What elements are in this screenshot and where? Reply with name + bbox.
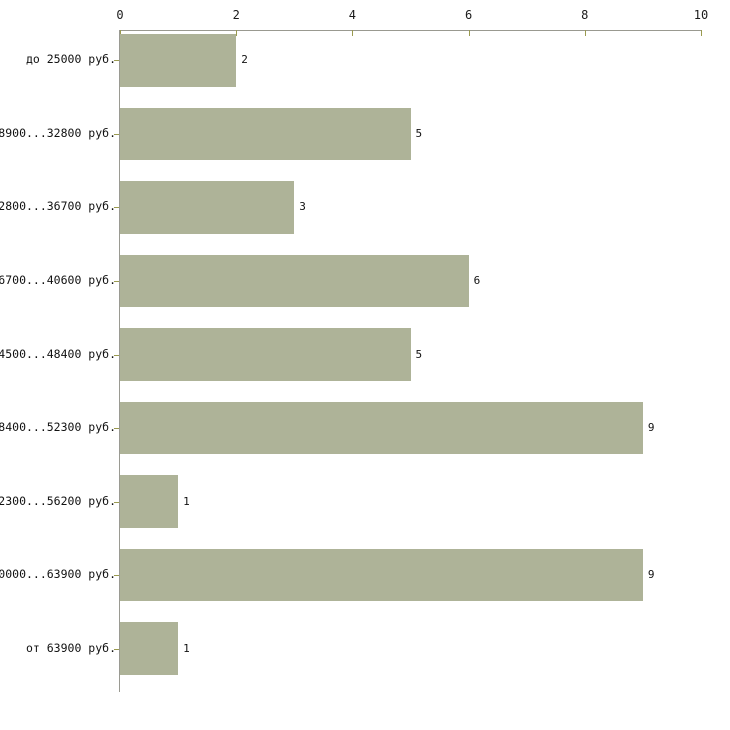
- bar-value-label: 1: [183, 494, 190, 508]
- x-tick-label: 4: [348, 8, 357, 22]
- bar: [120, 34, 237, 87]
- bar: [120, 475, 179, 528]
- x-tick: [701, 30, 702, 36]
- x-tick-label: 6: [464, 8, 473, 22]
- bar-value-label: 3: [299, 200, 306, 214]
- bar-value-label: 9: [647, 421, 655, 435]
- y-tick: [114, 60, 119, 61]
- bar-value-label: 2: [241, 53, 248, 67]
- x-tick: [120, 30, 121, 36]
- y-axis-category-label: 60000...63900 руб.: [0, 567, 116, 582]
- bar: [120, 401, 643, 455]
- y-axis-category-label: 52300...56200 руб.: [0, 493, 116, 508]
- y-axis-category-label: 28900...32800 руб.: [0, 125, 116, 140]
- x-tick-label: 0: [116, 8, 124, 22]
- y-tick: [114, 575, 119, 576]
- bar-value-label: 5: [415, 126, 423, 140]
- bar: [120, 548, 643, 602]
- x-tick-label: 8: [581, 8, 589, 22]
- bar: [120, 181, 295, 234]
- y-axis-category-label: до 25000 руб.: [25, 52, 116, 67]
- y-tick: [114, 355, 119, 356]
- x-axis-line: [120, 30, 701, 31]
- y-tick: [114, 281, 119, 282]
- bar-value-label: 1: [183, 641, 190, 655]
- y-axis-category-label: 32800...36700 руб.: [0, 199, 116, 214]
- x-tick: [468, 30, 470, 36]
- x-tick: [352, 30, 354, 36]
- y-axis-category-label: 48400...52300 руб.: [0, 420, 116, 435]
- y-tick: [114, 207, 119, 208]
- y-axis-category-label: от 63900 руб.: [25, 640, 116, 655]
- x-tick: [236, 30, 238, 36]
- y-tick: [114, 428, 119, 429]
- bar: [120, 622, 179, 675]
- x-tick-label: 2: [232, 8, 240, 22]
- bar-value-label: 9: [647, 568, 655, 582]
- bar: [120, 254, 469, 308]
- bar-value-label: 5: [415, 347, 423, 361]
- y-axis-line: [119, 30, 120, 692]
- y-tick: [114, 649, 119, 650]
- y-axis-category-label: 44500...48400 руб.: [0, 346, 116, 361]
- y-axis-category-label: 36700...40600 руб.: [0, 272, 116, 287]
- bar: [120, 328, 411, 381]
- y-tick: [114, 502, 119, 503]
- bar: [120, 107, 411, 161]
- x-tick: [584, 30, 586, 36]
- bar-value-label: 6: [473, 273, 481, 287]
- y-tick: [114, 134, 119, 135]
- x-tick-label: 10: [693, 8, 709, 22]
